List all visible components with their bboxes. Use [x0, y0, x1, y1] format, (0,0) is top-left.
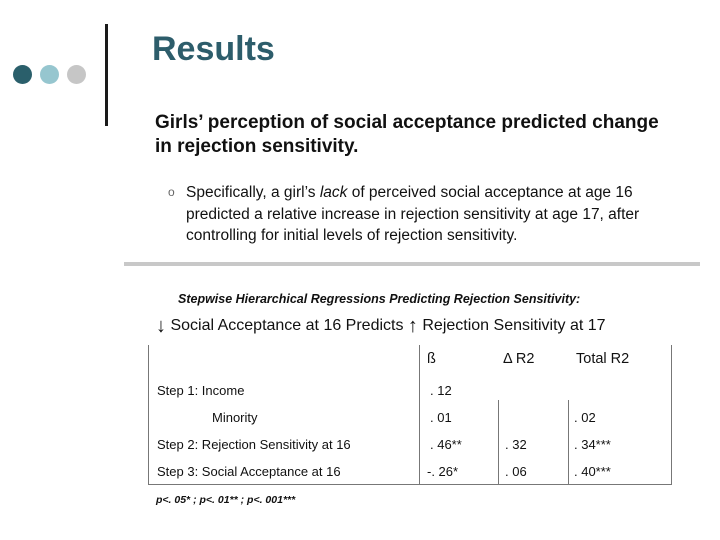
- row-label-income: Step 1: Income: [157, 383, 245, 398]
- cell-total-r2-step3: . 40***: [574, 464, 611, 479]
- title-divider: [105, 24, 108, 126]
- bullet-item: o Specifically, a girl’s lack of perceiv…: [168, 182, 668, 247]
- column-header-total-r2: Total R2: [576, 351, 630, 367]
- table-heading-part2: Rejection Sensitivity at 17: [422, 317, 606, 334]
- regression-table: ß Δ R2 Total R2 Step 1: Income . 12 Mino…: [148, 345, 672, 485]
- row-label-rejection-sensitivity: Step 2: Rejection Sensitivity at 16: [157, 437, 351, 452]
- table-caption: Stepwise Hierarchical Regressions Predic…: [178, 292, 581, 306]
- cell-beta-income: . 12: [430, 383, 452, 398]
- table-divider-tr2: [568, 400, 569, 485]
- row-label-social-acceptance: Step 3: Social Acceptance at 16: [157, 464, 341, 479]
- column-header-delta-r2: Δ R2: [503, 351, 535, 367]
- table-border-right: [671, 345, 672, 485]
- table-border-left: [148, 345, 149, 485]
- table-heading: ↓ Social Acceptance at 16 Predicts ↑ Rej…: [156, 315, 606, 338]
- cell-total-r2-step1: . 02: [574, 410, 596, 425]
- cell-beta-social-acceptance: -. 26*: [427, 464, 459, 479]
- table-heading-part1: Social Acceptance at 16 Predicts: [170, 317, 408, 334]
- cell-beta-rejection-sensitivity: . 46**: [430, 437, 462, 452]
- column-header-beta: ß: [427, 351, 436, 367]
- table-border-bottom: [148, 484, 672, 485]
- bullet-text-after: of perceived social acceptance at age 16…: [186, 184, 640, 244]
- table-divider-beta: [419, 345, 420, 485]
- row-label-minority: Minority: [212, 410, 258, 425]
- section-divider: [124, 262, 700, 266]
- lead-statement: Girls’ perception of social acceptance p…: [155, 112, 659, 157]
- accent-dot-dark: [13, 65, 32, 84]
- arrow-down-icon: ↓: [156, 315, 166, 337]
- cell-delta-r2-step2: . 32: [505, 437, 527, 452]
- bullet-marker: o: [168, 185, 175, 199]
- arrow-up-icon: ↑: [407, 315, 418, 337]
- cell-total-r2-step2: . 34***: [574, 437, 611, 452]
- bullet-text: Specifically, a girl’s lack of perceived…: [186, 182, 668, 247]
- significance-footnote: p<. 05* ; p<. 01** ; p<. 001***: [156, 494, 296, 506]
- cell-delta-r2-step3: . 06: [505, 464, 527, 479]
- bullet-text-before: Specifically, a girl’s: [186, 184, 320, 201]
- accent-dot-light: [67, 65, 86, 84]
- table-divider-dr2: [498, 400, 499, 485]
- bullet-text-emphasis: lack: [319, 184, 348, 201]
- accent-dot-mid: [40, 65, 59, 84]
- slide-title: Results: [152, 30, 275, 68]
- cell-beta-minority: . 01: [430, 410, 452, 425]
